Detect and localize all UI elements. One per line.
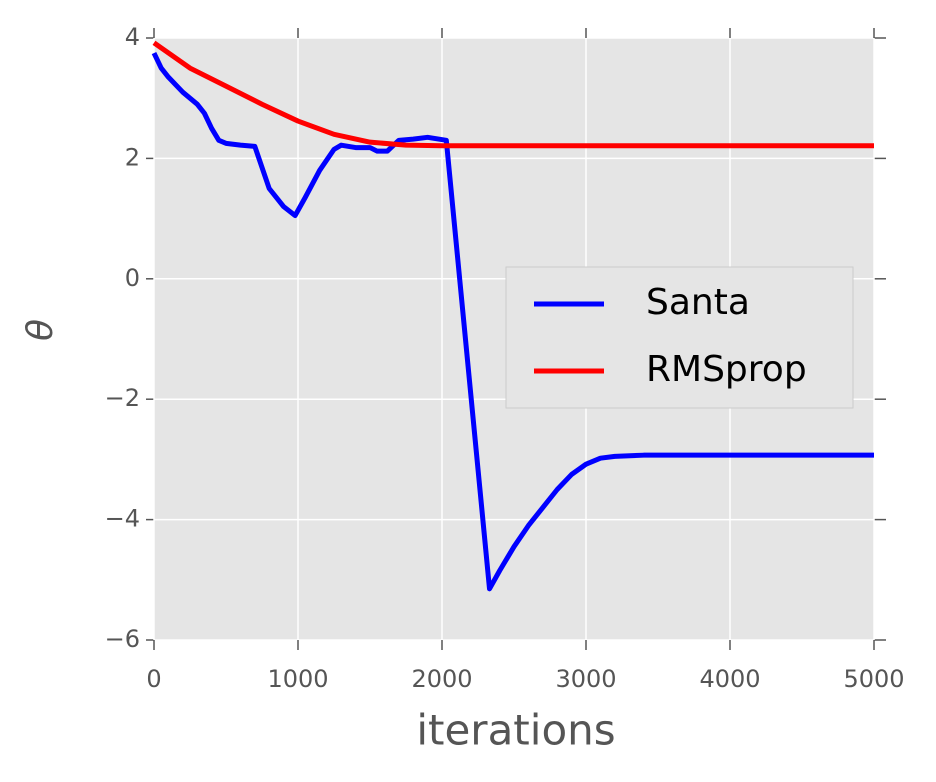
y-axis-label: θ bbox=[20, 319, 61, 341]
y-tick-label: −6 bbox=[105, 625, 140, 653]
y-tick-label: −2 bbox=[105, 384, 140, 412]
y-tick-label: 4 bbox=[125, 23, 140, 51]
x-tick-label: 3000 bbox=[555, 665, 616, 693]
data-line bbox=[152, 40, 874, 149]
y-tick-label: 0 bbox=[125, 264, 140, 292]
x-tick-label: 4000 bbox=[699, 665, 760, 693]
legend-label: RMSprop bbox=[646, 349, 807, 390]
x-tick-label: 2000 bbox=[411, 665, 472, 693]
x-tick-label: 1000 bbox=[267, 665, 328, 693]
legend-box bbox=[505, 266, 854, 409]
y-tick-label: −4 bbox=[105, 505, 140, 533]
x-tick-label: 0 bbox=[146, 665, 161, 693]
x-axis-label: iterations bbox=[416, 706, 615, 755]
y-tick-label: 2 bbox=[125, 143, 140, 171]
legend-label: Santa bbox=[646, 282, 750, 323]
data-line bbox=[151, 51, 874, 592]
x-tick-label: 5000 bbox=[843, 665, 904, 693]
